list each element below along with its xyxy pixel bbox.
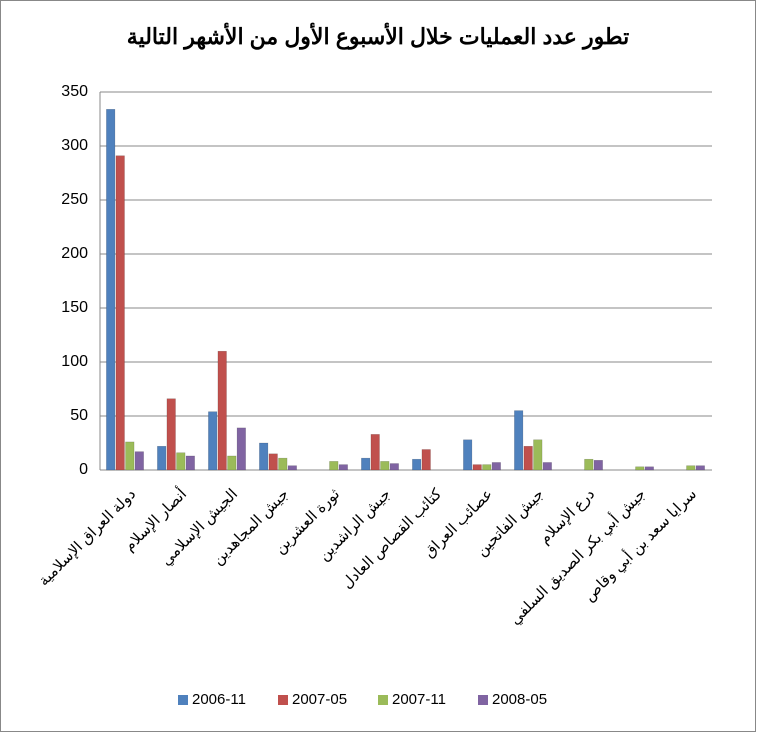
bar (514, 410, 524, 471)
legend-swatch (478, 695, 488, 705)
chart-title: تطور عدد العمليات خلال الأسبوع الأول من … (127, 22, 629, 50)
bar (380, 461, 390, 471)
bar (208, 411, 218, 471)
bar (268, 453, 278, 471)
bar (542, 462, 552, 471)
bar (533, 439, 543, 471)
bar (278, 457, 288, 471)
y-tick-label: 150 (61, 299, 88, 316)
bar (584, 458, 594, 471)
bar (227, 455, 237, 471)
y-tick-label: 250 (61, 191, 88, 208)
bar (491, 462, 501, 471)
legend-label: 2007-05 (292, 691, 347, 708)
y-tick-label: 100 (61, 353, 88, 370)
bar (482, 464, 492, 471)
bar (236, 427, 246, 471)
bar (361, 457, 371, 471)
bar (329, 461, 339, 471)
bar (185, 455, 195, 471)
bar (695, 465, 705, 471)
bar (166, 398, 176, 471)
bar (217, 350, 227, 471)
legend-swatch (178, 695, 188, 705)
bar (106, 109, 116, 471)
bar (259, 442, 269, 471)
bar (115, 155, 125, 471)
bar (593, 460, 603, 471)
bar (287, 465, 297, 471)
bar (176, 452, 186, 471)
bar (421, 449, 431, 471)
bar (635, 466, 645, 471)
bar (338, 464, 348, 471)
legend-swatch (278, 695, 288, 705)
bar (412, 458, 422, 471)
bar (370, 434, 380, 471)
bar (134, 451, 144, 471)
bar (472, 464, 482, 471)
bar (644, 466, 654, 471)
legend-label: 2008-05 (492, 691, 547, 708)
y-tick-label: 350 (61, 83, 88, 100)
bar (125, 441, 135, 471)
y-tick-label: 0 (79, 461, 88, 478)
legend-label: 2007-11 (392, 691, 446, 708)
legend-label: 2006-11 (192, 691, 246, 708)
y-tick-label: 50 (70, 407, 88, 424)
bar (463, 439, 473, 471)
y-tick-label: 200 (61, 245, 88, 262)
bar (157, 445, 167, 471)
bar (523, 445, 533, 471)
bar (389, 463, 399, 471)
legend-swatch (378, 695, 388, 705)
bar (686, 465, 696, 471)
y-tick-label: 300 (61, 137, 88, 154)
